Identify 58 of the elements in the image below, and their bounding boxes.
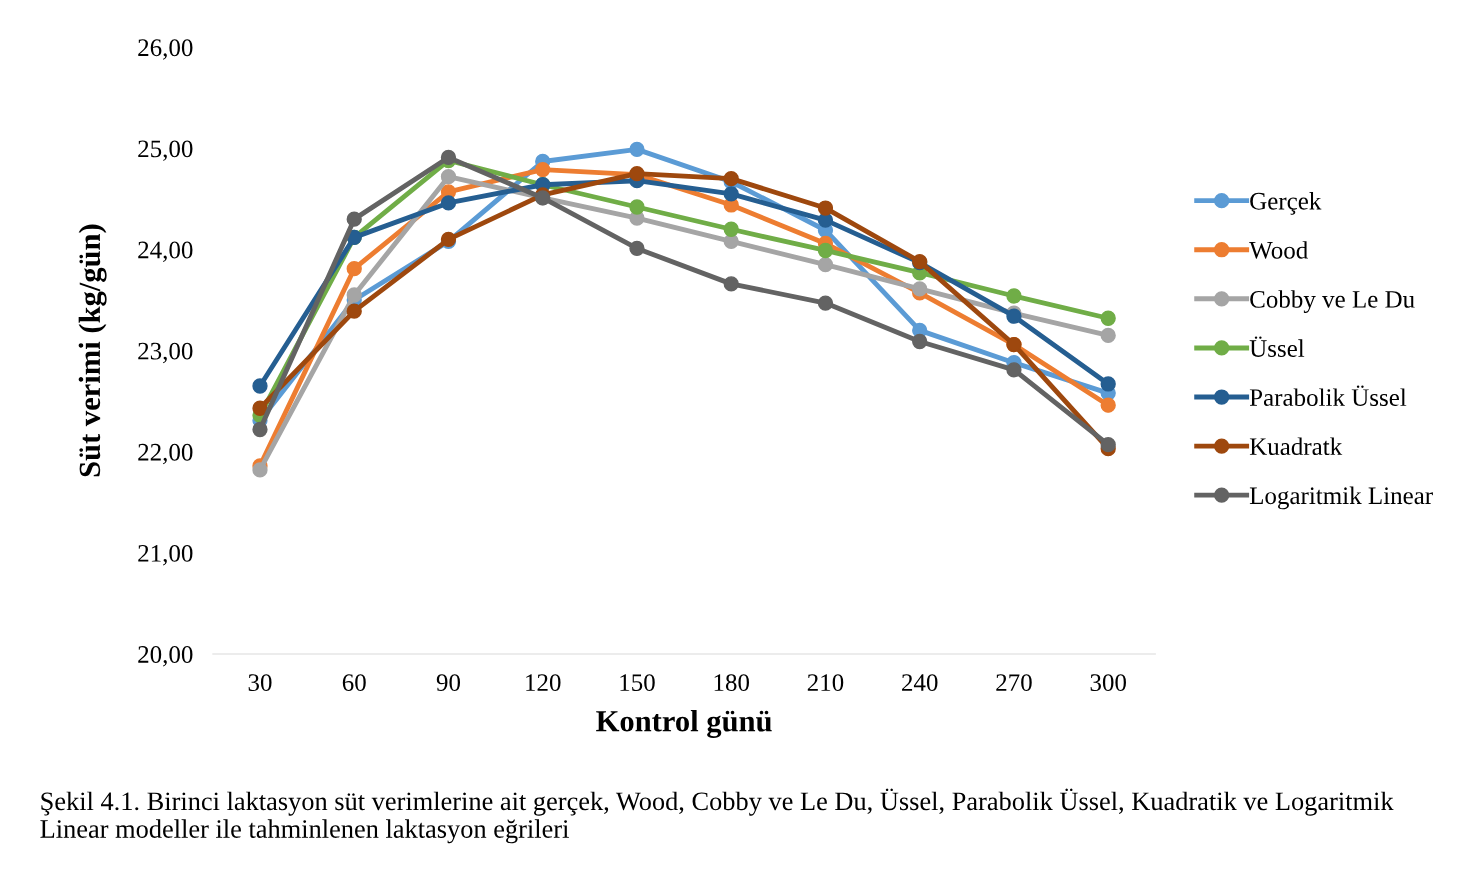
point <box>1006 362 1022 378</box>
x-tick-label: 120 <box>526 674 561 692</box>
y-tick-label: 25,00 <box>138 140 193 161</box>
point <box>912 333 928 350</box>
point <box>1100 327 1116 344</box>
point <box>1100 397 1116 413</box>
y-tick-label: 20,00 <box>138 646 193 667</box>
x-tick-label: 30 <box>248 674 272 692</box>
text: Şekil 4.1. Birinci laktasyon süt verimlerine ait gerçek, Wood, Cobby ve Le Du, Üssel, Parabolik Üssel, Kuadratik ve Logaritmik Linear modeller ile tahminlenen laktasyon eğrileri <box>40 788 1394 844</box>
x-axis-title: Kontrol günü <box>596 710 772 738</box>
y-tick-label: 24,00 <box>138 241 193 262</box>
y-tick-label: 21,00 <box>138 544 193 566</box>
point <box>629 240 645 257</box>
point <box>723 186 739 202</box>
legend-label: Gerçek <box>1250 192 1322 215</box>
legend-label: Kuadratk <box>1249 437 1343 456</box>
point <box>817 200 834 216</box>
x-tick-label: 150 <box>620 674 655 692</box>
point <box>817 242 834 259</box>
x-tick-label: 300 <box>1090 674 1126 692</box>
point <box>1100 437 1116 453</box>
x-tick-label: 180 <box>714 674 750 692</box>
point <box>252 378 268 394</box>
point <box>535 161 551 178</box>
point <box>346 303 362 319</box>
point <box>629 199 645 215</box>
x-tick-label: 60 <box>342 674 366 692</box>
point <box>346 211 362 227</box>
point <box>1100 310 1116 326</box>
point <box>346 261 362 277</box>
x-tick-label: 270 <box>996 674 1032 692</box>
point <box>723 221 739 237</box>
y-tick-label: 23,00 <box>138 342 193 364</box>
point <box>440 169 457 185</box>
point <box>817 295 834 311</box>
point <box>1100 376 1116 392</box>
point <box>346 287 362 303</box>
point <box>817 212 834 228</box>
legend-label: Parabolik Üssel <box>1249 385 1407 407</box>
legend-label: Logaritmik Linear <box>1249 486 1433 510</box>
y-tick-label: 26,00 <box>138 39 193 60</box>
point <box>252 462 268 478</box>
legend-label: Wood <box>1249 241 1308 259</box>
legend-label: Cobby ve Le Du <box>1250 290 1415 313</box>
point <box>252 421 268 438</box>
y-tick-label: 22,00 <box>138 443 193 465</box>
point <box>629 141 645 158</box>
point <box>252 400 268 416</box>
x-tick-label: 240 <box>902 674 938 692</box>
point <box>723 276 739 292</box>
point <box>1006 288 1022 304</box>
x-tick-label: 210 <box>807 674 844 692</box>
point <box>817 257 834 273</box>
legend-label: Üssel <box>1249 336 1305 357</box>
x-tick-label: 90 <box>436 674 461 692</box>
point <box>440 195 457 211</box>
point <box>912 281 928 297</box>
y-axis-title: Süt verimi (kg/gün) <box>78 224 107 477</box>
